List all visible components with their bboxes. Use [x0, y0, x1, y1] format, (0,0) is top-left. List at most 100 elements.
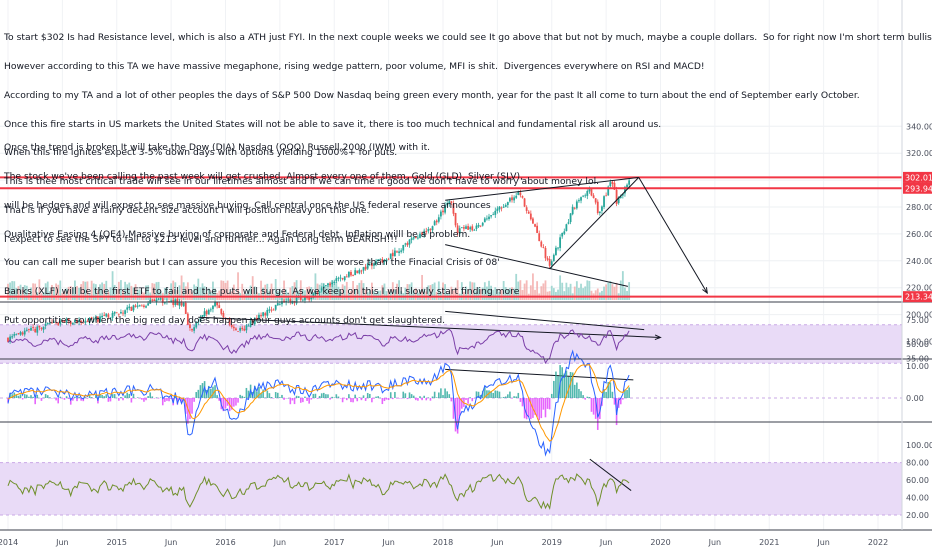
candle-body	[400, 250, 403, 252]
candle-body	[40, 327, 43, 329]
candle-body	[486, 218, 488, 220]
candle-body	[337, 277, 340, 279]
indicator-bands	[0, 324, 902, 516]
volume-bar	[364, 289, 367, 300]
macd-histogram-bar	[446, 391, 448, 398]
candle-body	[546, 258, 549, 260]
macd-histogram-bar	[210, 389, 212, 398]
candle-body	[243, 328, 246, 331]
candle-body	[235, 328, 237, 331]
mfi-band	[0, 462, 902, 515]
candle-body	[433, 221, 436, 226]
trend-arrowhead	[702, 287, 708, 295]
macd-histogram-bar	[157, 398, 160, 399]
candle-body	[458, 228, 461, 234]
volume-bar	[306, 287, 308, 300]
volume-bar	[32, 283, 34, 300]
candle-body	[519, 192, 522, 196]
time-axis[interactable]: 2014 Jun 2015 Jun 2016 Jun 2017 Jun 2018 Jun 2019 J…	[0, 538, 888, 547]
macd-histogram-bar	[63, 398, 66, 400]
volume-bar	[172, 280, 175, 300]
macd-histogram-bar	[61, 398, 64, 399]
macd-histogram-bar	[534, 398, 536, 415]
time-axis-label: Jun	[708, 538, 722, 547]
candle-body	[258, 314, 260, 320]
macd-histogram-bar	[203, 381, 206, 398]
macd-histogram-bar	[293, 398, 296, 405]
macd-histogram-bar	[605, 391, 607, 398]
volume-bar	[429, 285, 432, 300]
volume-bar	[153, 283, 156, 300]
note-line: I expect to see the SPY to fall to $213 …	[4, 233, 398, 245]
volume-bar	[166, 287, 168, 300]
volume-bar	[247, 289, 250, 300]
macd-histogram-bar	[435, 397, 438, 398]
candle-body	[228, 318, 231, 325]
candle-body	[473, 229, 476, 231]
macd-histogram-bar	[304, 396, 306, 398]
candle-body	[375, 261, 377, 264]
candle-body	[624, 186, 626, 194]
candle-body	[515, 195, 518, 198]
volume-bar	[354, 289, 357, 300]
macd-histogram-bar	[153, 398, 156, 399]
candle-body	[529, 213, 532, 220]
macd-histogram-bar	[15, 394, 18, 398]
volume-bar	[584, 286, 587, 300]
macd-histogram-bar	[166, 398, 168, 401]
macd-histogram-bar	[607, 382, 610, 398]
macd-histogram-bar	[404, 393, 407, 398]
candle-body	[481, 222, 484, 226]
volume-bar	[218, 290, 221, 300]
price-axis-label: 220.00	[906, 284, 932, 293]
volume-bar	[251, 276, 254, 300]
volume-bar	[19, 284, 22, 300]
candle-body	[122, 312, 124, 314]
volume-bar	[370, 282, 373, 300]
candle-body	[140, 305, 143, 307]
macd-histogram-bar	[613, 398, 616, 405]
macd-histogram-bar	[256, 391, 258, 398]
macd-histogram-bar	[141, 398, 143, 400]
macd-histogram-bar	[84, 397, 87, 398]
macd-histogram-bar	[134, 398, 137, 399]
time-axis-label: Jun	[164, 538, 178, 547]
volume-bar	[55, 283, 58, 300]
candle-body	[251, 320, 254, 324]
macd-histogram-bar	[21, 398, 24, 400]
macd-histogram-bar	[415, 398, 417, 401]
volume-bar	[71, 288, 74, 300]
macd-histogram-bar	[622, 398, 624, 400]
candle-body	[314, 292, 317, 295]
candle-body	[619, 196, 622, 198]
macd-histogram-bar	[477, 391, 480, 398]
volume-bar	[65, 288, 68, 300]
macd-histogram-bar	[369, 393, 371, 398]
volume-bar	[400, 290, 403, 300]
volume-bar	[410, 282, 413, 300]
candle-body	[182, 302, 185, 307]
macd-histogram-bar	[530, 398, 532, 420]
volume-bar	[264, 284, 267, 300]
macd-histogram-bar	[120, 397, 122, 398]
volume-bar	[134, 284, 137, 300]
volume-bar	[368, 289, 371, 300]
volume-bar	[23, 285, 26, 300]
macd-histogram-bar	[325, 394, 327, 398]
volume-bar	[126, 284, 129, 300]
candle-body	[431, 226, 434, 231]
volume-bar	[519, 280, 522, 300]
volume-bar	[603, 286, 605, 300]
macd-histogram-bar	[80, 398, 82, 401]
macd-histogram-bar	[44, 394, 47, 398]
annotation-top: To start $302 Is had Resistance level, w…	[4, 14, 932, 254]
macd-histogram-bar	[193, 398, 195, 402]
candle-body	[88, 318, 91, 323]
volume-bar	[360, 280, 363, 300]
volume-bar	[486, 286, 488, 300]
candle-body	[488, 216, 490, 219]
volume-bar	[78, 287, 81, 300]
volume-bar	[540, 286, 543, 300]
candle-body	[571, 206, 574, 215]
macd-histogram-bar	[586, 396, 589, 398]
